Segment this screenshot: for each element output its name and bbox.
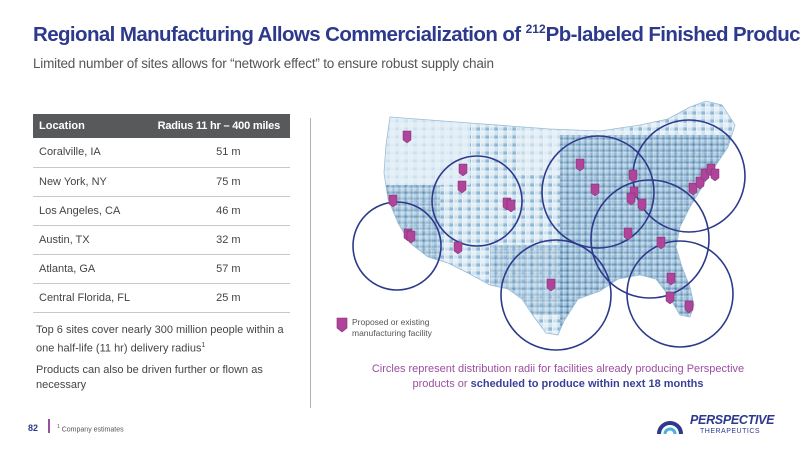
location-cell: Coralville, IA — [33, 138, 143, 168]
shipping-note: Products can also be driven further or f… — [36, 364, 263, 391]
location-cell: Central Florida, FL — [33, 283, 143, 313]
location-cell: Los Angeles, CA — [33, 196, 143, 226]
us-distribution-map — [352, 100, 746, 351]
facility-marker-icon — [336, 317, 348, 333]
table-row: Atlanta, GA 57 m — [33, 254, 290, 284]
location-cell: Austin, TX — [33, 225, 143, 255]
vertical-divider — [310, 118, 311, 408]
coverage-note: Top 6 sites cover nearly 300 million peo… — [36, 324, 284, 355]
radius-cell: 25 m — [142, 283, 290, 313]
table-row: Central Florida, FL 25 m — [33, 283, 290, 313]
footer-separator — [48, 419, 50, 433]
distribution-radii — [352, 119, 746, 351]
facility-marker-icon — [710, 168, 720, 182]
location-cell: New York, NY — [33, 167, 143, 197]
facility-marker-icon — [623, 227, 633, 241]
radius-circle — [541, 135, 655, 249]
table-row: New York, NY 75 m — [33, 167, 290, 197]
facility-marker-icon — [656, 236, 666, 250]
facility-marker-icon — [406, 230, 416, 244]
facility-marker-icon — [575, 158, 585, 172]
table-row: Austin, TX 32 m — [33, 225, 290, 255]
table-row: Coralville, IA 51 m — [33, 138, 290, 168]
page-number: 82 — [28, 423, 39, 433]
facility-marker-icon — [665, 291, 675, 305]
facility-marker-icon — [666, 272, 676, 286]
map-caption: Circles represent distribution radii for… — [371, 363, 745, 390]
facility-marker-icon — [402, 130, 412, 144]
facility-markers — [388, 130, 720, 314]
radius-circle — [431, 155, 523, 247]
radius-cell: 46 m — [142, 196, 290, 226]
facility-marker-icon — [626, 192, 636, 206]
facility-marker-icon — [506, 199, 516, 213]
facility-marker-icon — [637, 198, 647, 212]
facility-marker-icon — [458, 163, 468, 177]
facility-marker-icon — [457, 180, 467, 194]
radius-circle — [590, 179, 710, 299]
radius-cell: 57 m — [142, 254, 290, 284]
footnote: 1 Company estimates — [57, 424, 124, 434]
table-row: Los Angeles, CA 46 m — [33, 196, 290, 226]
logo-subtitle: THERAPEUTICS — [700, 428, 761, 435]
perspective-logo-icon — [657, 421, 683, 435]
header-location: Location — [33, 114, 143, 138]
location-cell: Atlanta, GA — [33, 254, 143, 284]
radius-circle — [500, 239, 612, 351]
facility-marker-icon — [388, 194, 398, 208]
table-header-row: Location Radius 11 hr – 400 miles — [33, 114, 290, 138]
facility-marker-icon — [684, 300, 694, 314]
facility-marker-icon — [453, 241, 463, 255]
facility-marker-icon — [546, 278, 556, 292]
radius-cell: 51 m — [142, 138, 290, 168]
facility-marker-icon — [628, 169, 638, 183]
slide-subtitle: Limited number of sites allows for “netw… — [33, 56, 494, 71]
radius-circle — [626, 240, 734, 348]
header-radius: Radius 11 hr – 400 miles — [142, 114, 290, 138]
location-radius-table: Location Radius 11 hr – 400 miles Coralv… — [33, 114, 290, 313]
facility-marker-icon — [688, 182, 698, 196]
logo-name: PERSPECTIVE — [690, 413, 775, 427]
radius-cell: 75 m — [142, 167, 290, 197]
facility-marker-icon — [590, 183, 600, 197]
slide-title: Regional Manufacturing Allows Commercial… — [33, 22, 800, 46]
radius-cell: 32 m — [142, 225, 290, 255]
legend-label: Proposed or existing manufacturing facil… — [352, 317, 432, 338]
